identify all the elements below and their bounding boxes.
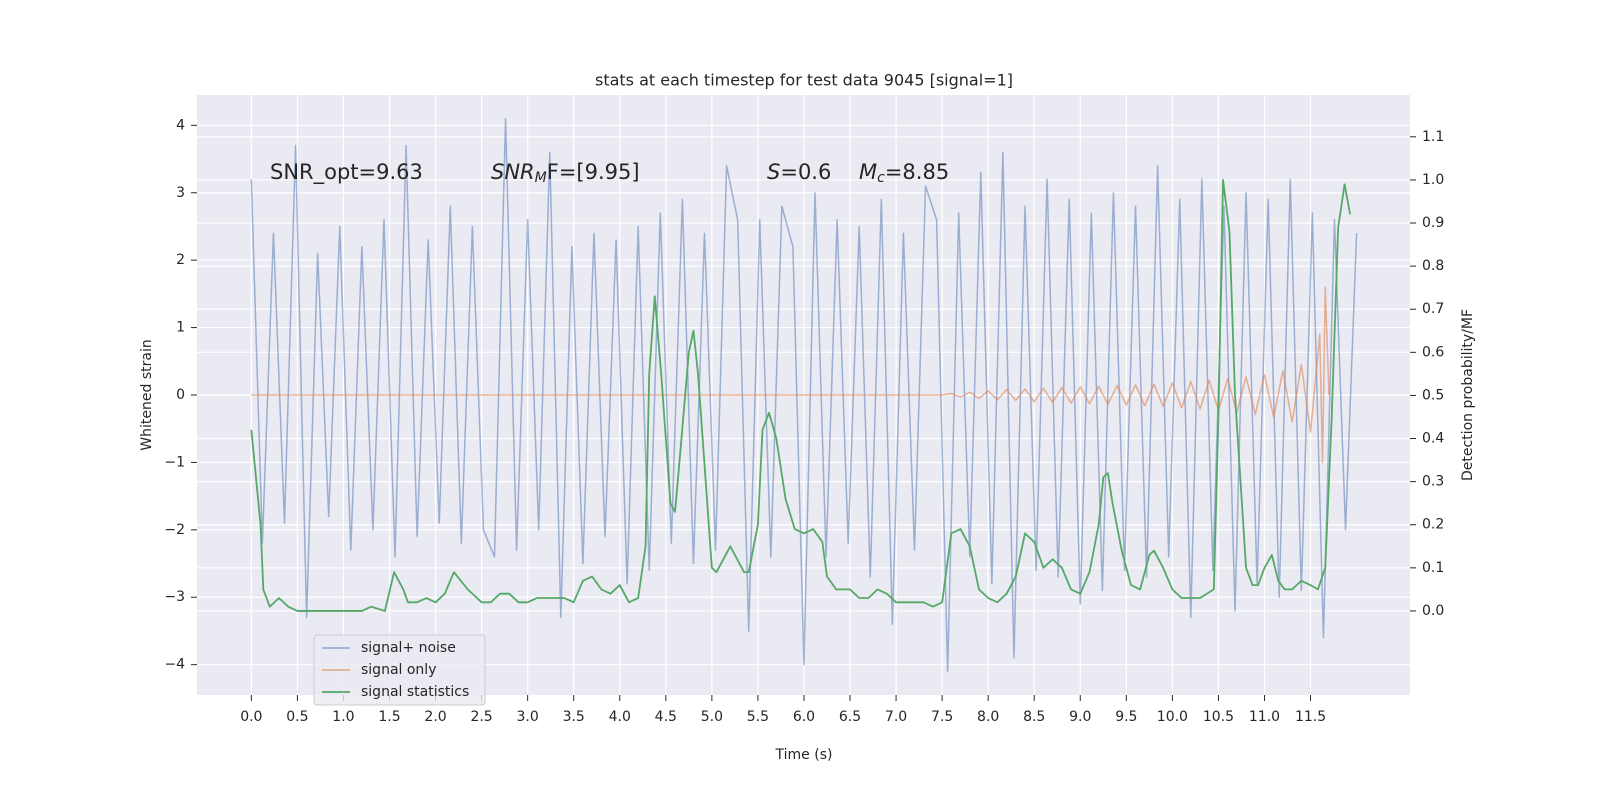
annotation-subscript: c [877,170,885,186]
legend-label: signal statistics [361,684,469,700]
y2-tick-label: 0.9 [1422,215,1444,231]
annotation-symbol: S [767,160,780,184]
x-axis-label: Time (s) [775,747,833,763]
y-tick-label: 3 [176,185,185,201]
x-tick-label: 0.5 [286,709,308,725]
x-tick-label: 8.5 [1023,709,1045,725]
x-tick-label: 10.5 [1203,709,1234,725]
annotation: SNR_opt=9.63 [270,160,423,185]
annotation-value: F=[9.95] [547,160,640,184]
x-tick-label: 2.5 [470,709,492,725]
chart-title: stats at each timestep for test data 904… [595,71,1013,90]
x-tick-label: 1.5 [378,709,400,725]
y-tick-label: 1 [176,320,185,336]
y-tick-label: 4 [176,117,185,133]
y2-tick-label: 0.2 [1422,517,1444,533]
annotation-text: SNR_opt=9.63 [270,160,423,185]
x-tick-label: 11.0 [1249,709,1280,725]
annotation: Mc=8.85 [859,160,949,186]
x-tick-label: 1.0 [332,709,354,725]
legend: signal+ noise signal only signal statistic… [313,634,486,706]
x-tick-label: 3.0 [517,709,539,725]
ticks: 0.0 0.5 1.0 1.5 2.0 2.5 3.0 3.5 4.0 4.5 5.0 5.5 6.0 6… [164,117,1444,725]
x-tick-label: 9.5 [1115,709,1137,725]
x-tick-label: 8.0 [977,709,999,725]
series-line [251,286,1330,464]
series-line [250,179,1352,612]
legend-label: signal+ noise [361,640,456,656]
y2-tick-label: 1.1 [1422,129,1444,145]
annotation-symbol: SNR [491,160,535,184]
y2-tick-label: 0.5 [1422,387,1444,403]
y2-tick-label: 0.7 [1422,301,1444,317]
annotation-value: =0.6 [780,160,831,184]
x-tick-label: 7.0 [885,709,907,725]
x-tick-label: 7.5 [931,709,953,725]
y2-axis-label: Detection probability/MF [1460,309,1476,481]
y-tick-label: −2 [164,522,185,538]
y2-tick-label: 0.4 [1422,431,1444,447]
x-tick-label: 3.5 [563,709,585,725]
x-tick-label: 6.5 [839,709,861,725]
x-tick-label: 11.5 [1295,709,1326,725]
annotation-symbol: M [859,160,877,184]
annotation: SNRMF=[9.95] [491,160,640,186]
y-tick-label: −3 [164,589,185,605]
series-line [250,117,1358,673]
y-axis-label: Whitened strain [139,339,155,450]
annotation: S=0.6 [767,160,831,184]
x-tick-label: 4.0 [609,709,631,725]
x-tick-label: 5.5 [747,709,769,725]
legend-box [313,634,486,706]
x-tick-label: 5.0 [701,709,723,725]
y-tick-label: 2 [176,252,185,268]
x-tick-label: 0.0 [240,709,262,725]
annotation-value: =8.85 [885,160,949,184]
y2-tick-label: 0.8 [1422,258,1444,274]
y-tick-label: −1 [164,454,185,470]
y-tick-label: 0 [176,387,185,403]
y2-tick-label: 0.1 [1422,560,1444,576]
legend-label: signal only [361,662,436,678]
y2-tick-label: 0.3 [1422,474,1444,490]
y2-tick-label: 0.0 [1422,603,1444,619]
x-tick-label: 6.0 [793,709,815,725]
x-tick-label: 2.0 [424,709,446,725]
y2-tick-label: 0.6 [1422,344,1444,360]
x-tick-label: 4.5 [655,709,677,725]
series-group [250,117,1358,673]
x-tick-label: 9.0 [1069,709,1091,725]
y-tick-label: −4 [164,657,185,673]
annotation-subscript: M [535,170,547,186]
x-tick-label: 10.0 [1157,709,1188,725]
y2-tick-label: 1.0 [1422,172,1444,188]
